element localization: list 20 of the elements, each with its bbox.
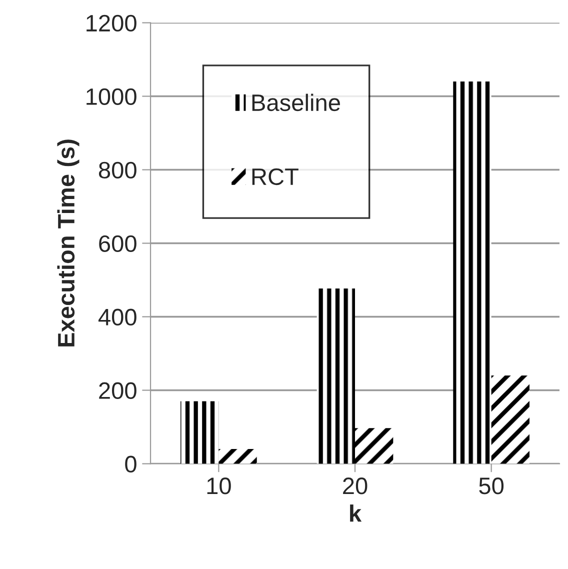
y-tick-label: 600 [99,235,136,252]
legend-label: Baseline [252,94,340,112]
bar [218,449,257,464]
bar [180,401,219,464]
x-axis-title: k [350,504,362,522]
y-tick-label: 400 [98,308,136,326]
bar [355,428,394,464]
y-tick-label: 800 [98,162,136,179]
bar [453,82,492,464]
x-tick-label: 50 [479,478,504,494]
bar [316,288,355,464]
y-tick-label: 200 [99,382,136,400]
legend-label: RCT [252,168,298,186]
y-tick-label: 1000 [86,88,136,106]
bar [491,376,530,464]
x-tick-label: 20 [343,478,368,494]
y-axis-title: Execution Time (s) [57,140,80,346]
x-tick-label: 10 [207,478,231,494]
y-tick-label: 1200 [86,14,136,32]
y-tick-label: 0 [125,456,136,473]
